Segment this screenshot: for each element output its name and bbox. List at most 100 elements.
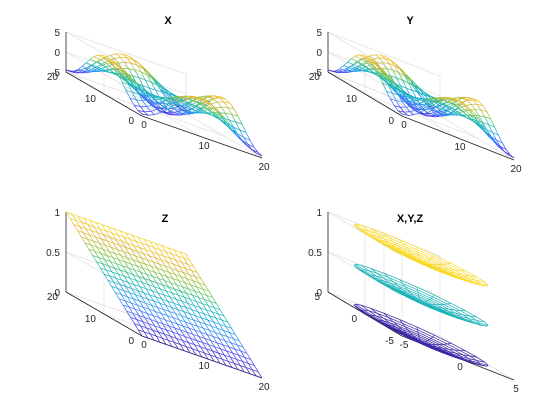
mesh-edge: [124, 76, 131, 81]
mesh-edge: [231, 113, 239, 117]
mesh-edge: [65, 211, 71, 219]
mesh-edge: [215, 332, 222, 335]
mesh-edge: [409, 96, 416, 99]
mesh-edge: [451, 108, 458, 112]
mesh-edge: [170, 268, 176, 275]
mesh-edge: [129, 98, 135, 106]
mesh-edge: [182, 272, 188, 279]
mesh-edge: [243, 137, 251, 141]
mesh-edge: [433, 109, 440, 113]
mesh-edge: [164, 280, 171, 284]
mesh-edge: [176, 284, 183, 288]
mesh-edge: [140, 311, 146, 318]
mesh-edge: [367, 58, 374, 62]
mesh-edge: [498, 134, 503, 144]
mesh-edge: [167, 340, 173, 347]
mesh-edge: [361, 64, 366, 68]
mesh-edge: [400, 90, 407, 94]
mesh-edge: [359, 66, 366, 71]
mesh-edge: [179, 98, 187, 103]
mesh-edge: [362, 64, 370, 70]
mesh-edge: [96, 247, 102, 254]
mesh-edge: [113, 228, 119, 236]
mesh-edge: [500, 146, 507, 150]
mesh-edge: [211, 311, 217, 319]
mesh-edge: [140, 89, 148, 93]
mesh-edge: [113, 242, 120, 246]
mesh-edge: [447, 110, 454, 114]
mesh-edge: [165, 251, 172, 255]
mesh-edge: [409, 109, 416, 113]
mesh-edge: [355, 66, 360, 70]
mesh-edge: [136, 319, 143, 322]
mesh-edge: [405, 93, 411, 98]
mesh-edge: [162, 337, 169, 341]
mesh-edge: [200, 331, 208, 335]
mesh-edge: [248, 363, 255, 366]
mesh-edge: [102, 65, 110, 70]
mesh-edge: [199, 321, 204, 329]
mesh-edge: [219, 115, 227, 124]
mesh-edge: [398, 72, 403, 81]
mesh-edge: [145, 91, 153, 98]
mesh-edge: [173, 302, 180, 306]
mesh-edge: [215, 106, 222, 109]
mesh-edge: [73, 224, 78, 231]
mesh-edge: [362, 54, 368, 58]
z-tick-label: 1: [54, 208, 60, 219]
mesh-edge: [170, 321, 178, 325]
mesh-edge: [141, 296, 148, 300]
mesh-edge: [169, 257, 174, 265]
mesh-edge: [357, 61, 362, 65]
mesh-edge: [198, 336, 203, 343]
mesh-spoke: [390, 246, 422, 263]
mesh-edge: [79, 226, 86, 229]
y-tick-label: 5: [314, 292, 320, 303]
mesh-edge: [144, 317, 151, 320]
mesh-edge: [390, 75, 397, 79]
mesh-edge: [132, 259, 140, 263]
mesh-edge: [165, 98, 173, 102]
mesh-edge: [469, 109, 475, 111]
mesh-edge: [161, 313, 168, 316]
mesh-edge: [180, 344, 187, 347]
y-tick-label: 10: [85, 94, 97, 105]
mesh-edge: [152, 276, 159, 279]
mesh-edge: [196, 340, 203, 343]
mesh-edge: [407, 101, 413, 107]
mesh-edge: [227, 361, 233, 368]
mesh-edge: [345, 68, 350, 71]
mesh-edge: [185, 104, 192, 110]
mesh-edge: [221, 319, 228, 323]
mesh-edge: [368, 69, 374, 73]
mesh-edge: [179, 251, 185, 259]
mesh-edge: [188, 288, 193, 296]
mesh-edge: [159, 303, 164, 310]
mesh-edge: [83, 232, 90, 236]
mesh-edge: [104, 69, 112, 74]
mesh-edge: [167, 315, 174, 319]
mesh-edge: [80, 70, 85, 74]
mesh-edge: [134, 323, 139, 330]
mesh-edge: [217, 327, 224, 331]
mesh-edge: [156, 282, 161, 289]
mesh-edge: [213, 360, 221, 364]
mesh-edge: [123, 290, 130, 294]
mesh-edge: [153, 79, 159, 86]
mesh-edge: [235, 334, 240, 341]
mesh-edge: [146, 327, 151, 335]
mesh-edge: [189, 352, 197, 356]
mesh-edge: [112, 68, 120, 75]
mesh-edge: [158, 331, 163, 339]
mesh-edge: [124, 261, 131, 265]
mesh-edge: [206, 295, 211, 302]
mesh-spoke: [399, 319, 422, 343]
mesh-edge: [435, 106, 442, 110]
mesh-edge: [134, 269, 139, 277]
mesh-edge: [137, 290, 144, 294]
mesh-edge: [155, 311, 162, 314]
mesh-edge: [415, 106, 422, 111]
mesh-edge: [109, 55, 115, 59]
mesh-edge: [157, 306, 164, 310]
mesh-edge: [155, 243, 163, 246]
